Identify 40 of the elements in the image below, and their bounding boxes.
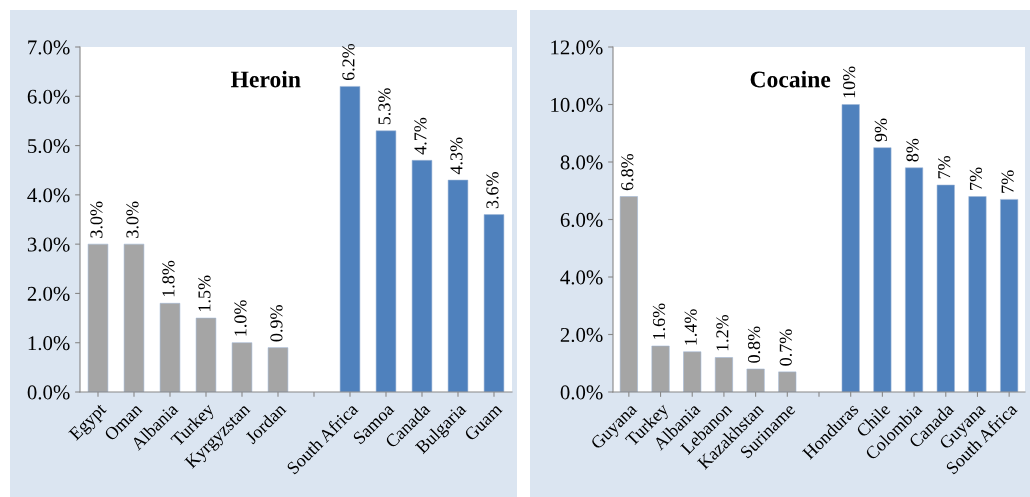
y-tick-label: 7.0%	[28, 40, 70, 55]
y-tick-label: 4.0%	[560, 270, 603, 285]
data-label: 4.7%	[414, 117, 427, 155]
data-label: 1.6%	[652, 303, 666, 339]
data-label: 1.8%	[162, 260, 175, 297]
y-tick-label: 4.0%	[27, 188, 70, 203]
data-label: 0.9%	[270, 305, 283, 342]
data-label: 9%	[874, 118, 887, 142]
y-tick-label: 8.0%	[560, 155, 603, 170]
y-tick-label: 0.0%	[27, 385, 70, 400]
data-label: 0.7%	[779, 329, 792, 366]
y-tick-label: 6.0%	[560, 212, 603, 228]
y-tick-label: 0.0%	[560, 385, 603, 400]
data-label: 3.6%	[486, 172, 499, 209]
text: Heroin	[230, 70, 301, 88]
data-label: 1.2%	[716, 314, 729, 351]
data-label: 4.3%	[450, 137, 463, 175]
data-label: 7%	[938, 155, 951, 179]
y-tick-label: 6.0%	[27, 89, 70, 104]
y-tick-label: 2.0%	[560, 327, 603, 343]
data-label: 6.8%	[621, 153, 634, 191]
y-tick-label: 1.0%	[28, 336, 70, 351]
y-tick-label: 12.0%	[551, 40, 603, 55]
data-label: 3.0%	[126, 201, 139, 238]
data-label: 8%	[906, 138, 919, 162]
data-label: 5.3%	[378, 88, 391, 125]
y-tick-label: 10.0%	[551, 97, 603, 113]
y-tick-label: 3.0%	[27, 237, 70, 252]
data-label: 0.8%	[747, 326, 761, 363]
data-label: 1.0%	[234, 300, 247, 336]
data-label: 3.0%	[90, 201, 103, 238]
data-label: 7%	[969, 167, 983, 190]
data-label: 1.4%	[684, 309, 697, 345]
y-tick-label: 5.0%	[28, 138, 70, 154]
data-label: 10%	[843, 66, 856, 98]
y-tick-label: 2.0%	[27, 286, 70, 301]
data-label: 1.5%	[198, 275, 211, 311]
data-label: 6.2%	[342, 43, 355, 81]
text: Cocaine	[750, 70, 831, 88]
data-label: 7%	[1001, 170, 1014, 193]
